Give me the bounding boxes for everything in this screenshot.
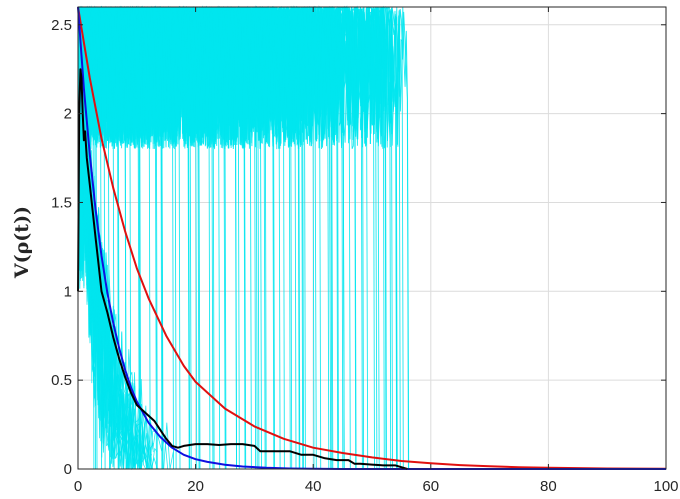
x-tick-label-5: 100 [653, 478, 678, 495]
y-axis-label: V(ρ(t)) [11, 206, 33, 279]
x-tick-label-3: 60 [422, 478, 439, 495]
series-line-red-smooth [77, 6, 667, 470]
axis-ticks: 0 20 40 60 80 100 0 0.5 1 1.5 2 2.5 [51, 7, 679, 495]
y-tick-label-2: 1 [64, 283, 72, 300]
y-tick-label-1: 0.5 [51, 372, 72, 389]
plot-frame [77, 6, 667, 470]
y-tick-label-4: 2 [64, 106, 72, 123]
series-line-black-mean [77, 68, 408, 470]
y-tick-label-3: 1.5 [51, 194, 72, 211]
x-tick-label-1: 20 [187, 478, 204, 495]
trajectory-30-2 [77, 5, 409, 470]
y-tick-label-5: 2.5 [51, 17, 72, 34]
x-tick-label-4: 80 [540, 478, 557, 495]
y-tick-label-0: 0 [64, 461, 72, 478]
x-tick-label-2: 40 [305, 478, 322, 495]
x-tick-label-0: 0 [74, 478, 82, 495]
